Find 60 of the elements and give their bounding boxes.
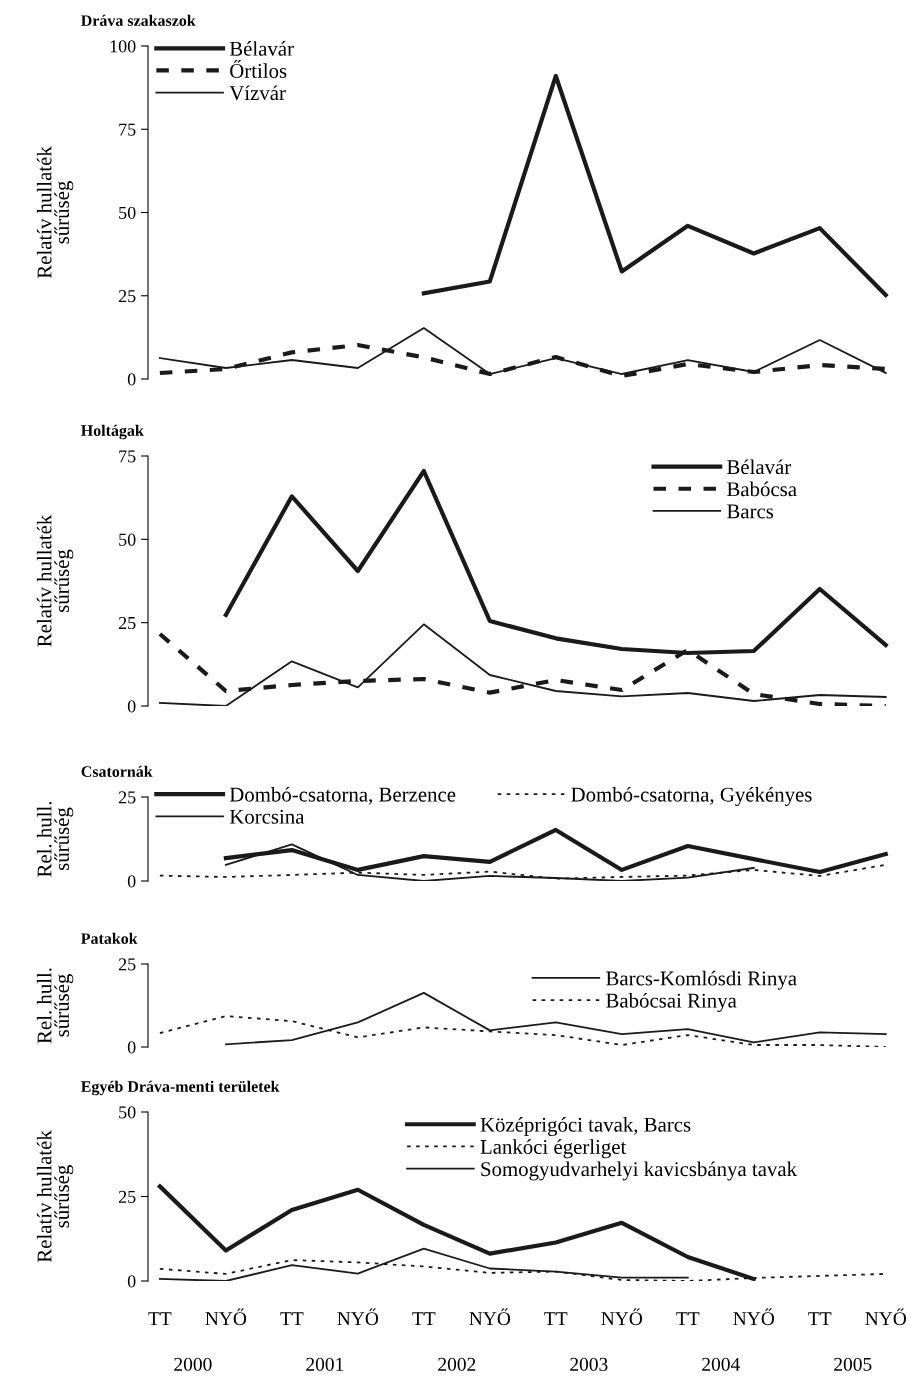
line-series (421, 73, 888, 298)
legend-label: Vízvár (229, 85, 286, 101)
chart-title: Patakok (81, 932, 138, 944)
x-tick-label: TT (280, 1312, 304, 1326)
y-tick-label: 0 (127, 700, 136, 713)
text: 2001 (306, 1357, 344, 1371)
legend-label: Lankóci égerliget (480, 1139, 627, 1159)
x-tick-label: NYŐ (601, 1308, 643, 1326)
x-tick-label: NYŐ (733, 1308, 775, 1326)
x-tick-label: TT (412, 1312, 436, 1326)
y-tick-label: 50 (119, 533, 136, 546)
text: 2005 (834, 1357, 872, 1371)
y-axis-title: Relatív hullaték sűrűség (36, 146, 74, 279)
y-tick-label: 75 (119, 123, 136, 136)
y-tick-label: 25 (118, 791, 136, 804)
legend-label: Barcs-Komlósdi Rinya (606, 970, 797, 990)
x-tick-label: NYŐ (469, 1308, 511, 1326)
y-tick-label: 25 (118, 1190, 136, 1203)
x-tick-label: TT (676, 1312, 700, 1326)
y-axis-title: Relatív hullaték sűrűség (36, 514, 74, 647)
y-tick-label: 0 (127, 1041, 136, 1054)
x-tick-label: TT (148, 1312, 172, 1326)
y-tick-label: 0 (127, 373, 136, 386)
y-tick-label: 25 (118, 616, 136, 630)
chart-title: Dráva szakaszok (81, 14, 196, 26)
x-tick-label: TT (808, 1312, 832, 1326)
text: 2002 (438, 1357, 476, 1371)
legend-label: Barcs (727, 504, 774, 519)
y-tick-label: 50 (119, 206, 136, 219)
legend-label: Őrtilos (230, 59, 287, 78)
legend-label: Középrigóci tavak, Barcs (480, 1117, 691, 1137)
y-tick-label: 50 (119, 1106, 136, 1119)
line-series (158, 327, 887, 375)
chart-title: Csatornák (81, 765, 153, 777)
x-tick-label: NYŐ (337, 1308, 379, 1326)
y-tick-label: 75 (119, 450, 136, 463)
x-tick-label: TT (544, 1312, 568, 1326)
legend-label: Somogyudvarhelyi kavicsbánya tavak (481, 1161, 798, 1181)
y-tick-label: 25 (118, 958, 136, 971)
legend-label: Babócsa (727, 481, 797, 497)
chart-title: Holtágak (81, 424, 144, 440)
y-axis-title: Rel. hull. sűrűség (36, 968, 74, 1044)
y-axis-title: Relatív hullaték sűrűség (36, 1130, 74, 1263)
legend-label: Korcsina (229, 809, 305, 824)
legend-label: Dombó-csatorna, Berzence (229, 786, 456, 805)
text: 2003 (570, 1357, 608, 1371)
legend-label: Dombó-csatorna, Gyékényes (571, 786, 812, 806)
y-tick-label: 100 (110, 40, 136, 53)
legend-label: Bélavár (727, 459, 792, 475)
y-tick-label: 0 (127, 875, 136, 888)
y-axis-title: Rel. hull. sűrűség (36, 801, 74, 877)
text: 2004 (702, 1357, 740, 1371)
x-tick-label: NYŐ (865, 1308, 907, 1326)
chart-title: Egyéb Dráva-menti területek (81, 1080, 280, 1096)
legend-label: Babócsai Rinya (606, 992, 737, 1012)
x-tick-label: NYŐ (205, 1308, 247, 1326)
text: 2000 (174, 1357, 212, 1371)
y-tick-label: 25 (118, 290, 136, 303)
y-tick-label: 0 (127, 1275, 136, 1288)
legend-label: Bélavár (229, 41, 294, 56)
